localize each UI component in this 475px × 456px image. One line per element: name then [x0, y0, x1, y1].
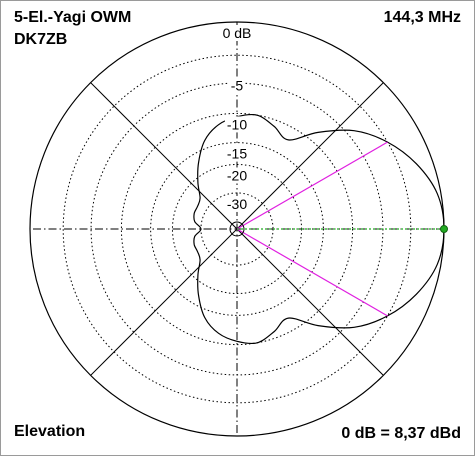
ring-label-background — [224, 167, 250, 184]
grid-ring — [120, 112, 354, 346]
ring-label: -5 — [231, 77, 244, 93]
ring-label-background — [228, 77, 246, 94]
ring-label-background — [224, 195, 250, 212]
ring-label: -30 — [227, 196, 247, 212]
beamwidth-line — [236, 228, 388, 317]
ring-label-background — [224, 145, 250, 162]
center-circle — [229, 221, 245, 237]
max-gain-point — [440, 225, 448, 233]
antenna-title: 5-El.-Yagi OWM — [14, 9, 132, 26]
plane-label: Elevation — [14, 423, 86, 440]
ring-label-background — [224, 116, 250, 133]
ring-label-background — [220, 25, 254, 41]
radiation-pattern — [193, 113, 445, 345]
ring-label: -15 — [227, 146, 247, 162]
ring-label: -10 — [227, 116, 247, 132]
beamwidth-line — [236, 141, 388, 230]
author-callsign: DK7ZB — [14, 31, 68, 48]
ring-label: -20 — [227, 167, 247, 183]
frequency-label: 144,3 MHz — [383, 9, 461, 26]
ring-label: 0 dB — [223, 25, 252, 41]
reference-label: 0 dB = 8,37 dBd — [341, 425, 461, 442]
